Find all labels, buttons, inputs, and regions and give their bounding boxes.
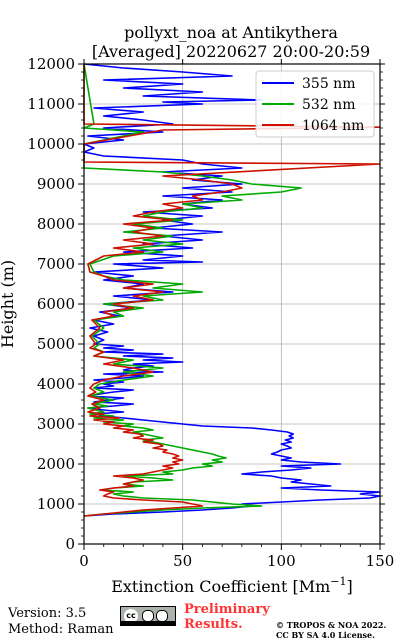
x-tick-label: 100 — [267, 552, 296, 570]
y-tick-label: 3000 — [37, 415, 75, 433]
method-text: Method: Raman — [8, 622, 114, 637]
legend-frame — [255, 70, 375, 138]
y-axis-label: Height (m) — [0, 260, 17, 348]
y-tick-label: 11000 — [27, 95, 75, 113]
y-tick-label: 4000 — [37, 375, 75, 393]
y-tick-label: 8000 — [37, 215, 75, 233]
version-text: Version: 3.5 — [8, 606, 87, 621]
tick-labels: 0 50 100 150 0 1000 2000 3000 4000 5000 6000 7000 80… — [27, 55, 394, 570]
x-axis-label-end: ] — [347, 577, 353, 596]
series-group — [83, 63, 381, 517]
y-tick-label: 6000 — [37, 295, 75, 313]
x-axis-label-text: Extinction Coefficient [Mm — [111, 577, 330, 596]
preliminary-line-2: Results. — [184, 617, 243, 632]
y-tick-label: 7000 — [37, 255, 75, 273]
series-line-355-nm — [83, 63, 381, 517]
copyright-notice: © TROPOS & NOA 2022. CC BY SA 4.0 Licens… — [276, 620, 386, 640]
extinction-profile-chart: pollyxt_noa at Antikythera [Averaged] 20… — [0, 23, 394, 596]
legend-label: 532 nm — [302, 97, 355, 113]
chart-title: pollyxt_noa at Antikythera — [124, 23, 338, 42]
x-axis-label: Extinction Coefficient [Mm−1] — [111, 575, 353, 596]
y-tick-label: 10000 — [27, 135, 75, 153]
series-line-1064-nm — [83, 64, 381, 517]
y-tick-label: 2000 — [37, 455, 75, 473]
y-tick-label: 0 — [65, 535, 75, 553]
chart-subtitle: [Averaged] 20220627 20:00-20:59 — [92, 42, 370, 61]
axis-ticks — [78, 59, 385, 550]
x-axis-label-sup: −1 — [330, 575, 346, 588]
y-tick-label: 1000 — [37, 495, 75, 513]
copyright-line-2: CC BY SA 4.0 License. — [276, 630, 375, 640]
cc-strip — [121, 621, 175, 625]
x-tick-label: 0 — [79, 552, 89, 570]
legend-label: 1064 nm — [302, 118, 364, 134]
x-tick-label: 150 — [366, 552, 395, 570]
y-tick-label: 9000 — [37, 175, 75, 193]
legend-label: 355 nm — [302, 76, 355, 92]
y-tick-label: 12000 — [27, 55, 75, 73]
y-tick-label: 5000 — [37, 335, 75, 353]
legend: 355 nm 532 nm 1064 nm — [255, 70, 375, 138]
copyright-line-1: © TROPOS & NOA 2022. — [276, 620, 387, 630]
cc-logo-icon: cc — [124, 609, 138, 623]
preliminary-line-1: Preliminary — [184, 602, 270, 617]
preliminary-notice: Preliminary Results. — [184, 602, 270, 632]
x-tick-label: 50 — [173, 552, 192, 570]
cc-license-badge-icon: cc — [120, 606, 176, 626]
